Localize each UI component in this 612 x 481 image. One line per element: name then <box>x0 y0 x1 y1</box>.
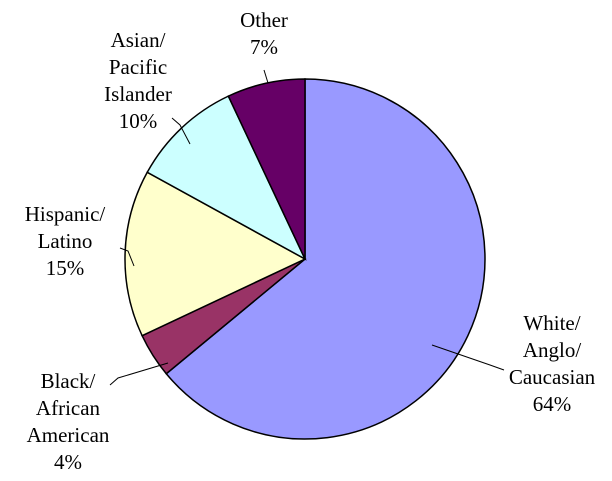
leader-lines <box>109 69 505 386</box>
slice-category-label: African <box>36 396 101 420</box>
slice-label: White/Anglo/Caucasian 64% <box>509 311 596 416</box>
leader-line <box>109 362 169 386</box>
slice-category-label: Asian/ <box>111 28 166 52</box>
slice-category-label: American <box>27 423 110 447</box>
slice-labels: White/Anglo/Caucasian 64% Black/African Ame… <box>25 8 596 474</box>
pie-slice <box>124 171 307 337</box>
slice-value-label: 4% <box>54 450 82 474</box>
leader-line <box>263 69 269 84</box>
slice-value-label: 10% <box>119 109 158 133</box>
slice-category-label: Black/ <box>41 369 96 393</box>
slice-category-label: Hispanic/ <box>25 202 106 226</box>
leader-line <box>171 117 191 145</box>
pie-slices <box>124 78 486 440</box>
slice-label: Black/African American 4% <box>27 369 110 474</box>
slice-label: Other 7% <box>240 8 288 59</box>
slice-value-label: 15% <box>46 256 85 280</box>
slice-value-label: 64% <box>533 392 572 416</box>
slice-label: Hispanic/Latino 15% <box>25 202 106 280</box>
pie-slice <box>227 78 306 260</box>
pie-slice <box>165 78 486 440</box>
leader-line <box>119 247 135 267</box>
slice-category-label: Islander <box>104 82 172 106</box>
slice-category-label: White/ <box>523 311 580 335</box>
slice-label: Asian/Pacific Islander 10% <box>104 28 172 133</box>
slice-category-label: Other <box>240 8 288 32</box>
leader-line <box>431 344 505 371</box>
slice-category-label: Caucasian <box>509 365 596 389</box>
slice-category-label: Anglo/ <box>523 338 582 362</box>
slice-value-label: 7% <box>250 35 278 59</box>
slice-category-label: Pacific <box>109 55 167 79</box>
slice-category-label: Latino <box>38 229 93 253</box>
